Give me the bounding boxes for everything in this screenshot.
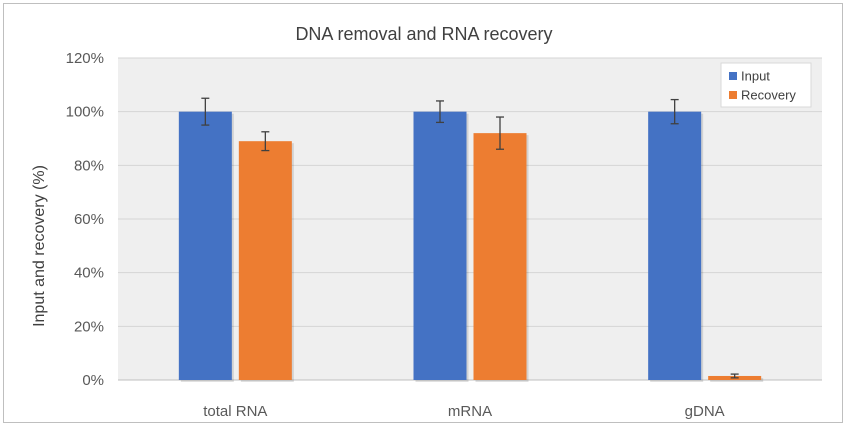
bar (238, 141, 292, 380)
bar (473, 133, 527, 380)
legend: Input Recovery (720, 62, 812, 108)
y-tick-label: 0% (82, 372, 104, 389)
y-tick-label: 100% (66, 104, 104, 121)
legend-label: Recovery (741, 88, 796, 103)
bar (648, 111, 702, 381)
plot-area: 0% 20% 40% 60% 80% 100% 120% total RNA mRNA gDNA (66, 50, 822, 420)
bar (413, 111, 467, 381)
y-tick-label: 80% (74, 157, 104, 174)
x-tick-label: gDNA (685, 403, 725, 420)
x-tick-label: total RNA (203, 403, 267, 420)
y-tick-label: 40% (74, 265, 104, 282)
y-tick-label: 60% (74, 211, 104, 228)
legend-label: Input (741, 69, 770, 84)
bar (178, 111, 232, 381)
legend-box (720, 62, 812, 108)
chart-title: DNA removal and RNA recovery (295, 24, 552, 44)
y-tick-label: 120% (66, 50, 104, 67)
legend-swatch (729, 72, 737, 80)
legend-swatch (729, 91, 737, 99)
y-tick-label: 20% (74, 318, 104, 335)
y-axis-title: Input and recovery (%) (31, 165, 48, 327)
x-tick-label: mRNA (448, 403, 492, 420)
